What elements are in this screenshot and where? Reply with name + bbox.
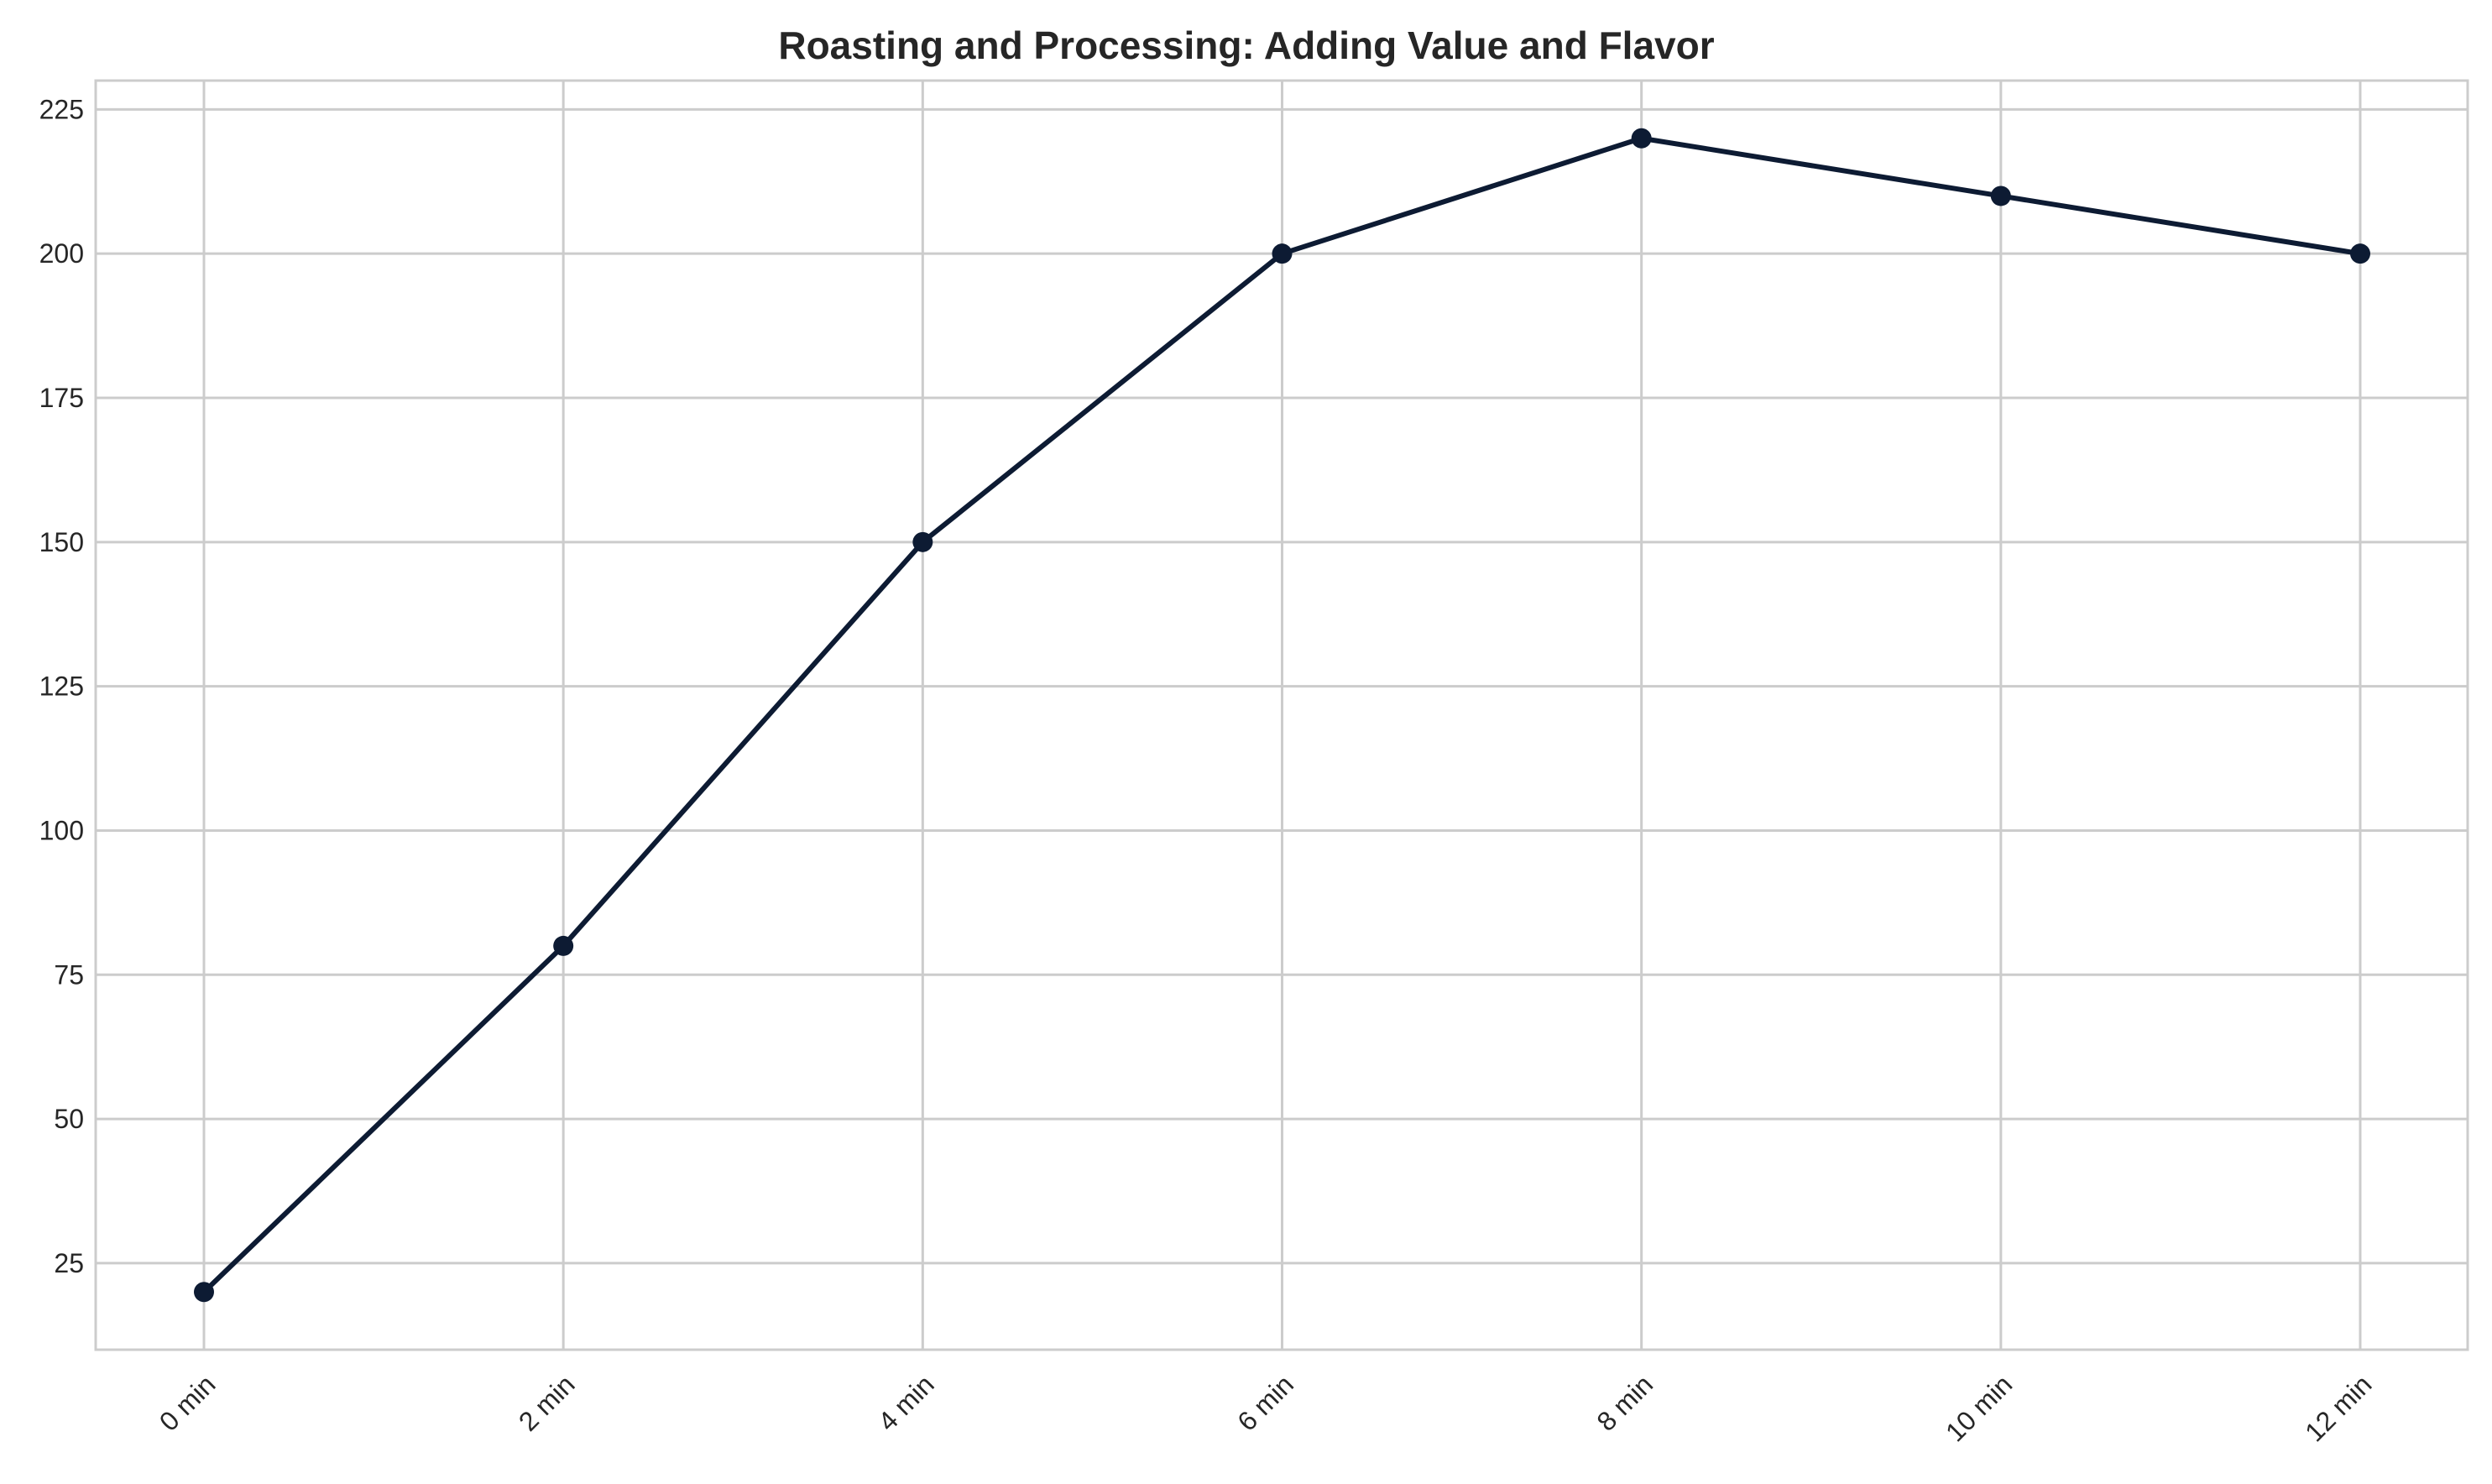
y-tick-label: 25 [54,1248,84,1278]
y-tick-label: 50 [54,1104,84,1134]
x-tick-label: 12 min [2299,1369,2377,1447]
series-layer [194,128,2370,1303]
x-tick-label: 8 min [1591,1369,1659,1437]
y-tick-label: 75 [54,959,84,990]
chart-title: Roasting and Processing: Adding Value an… [778,24,1714,67]
y-tick-label: 175 [39,383,84,413]
y-axis: 25 50 75 100 125 150 175 200 225 [39,94,84,1278]
data-point [1272,243,1293,264]
y-tick-label: 150 [39,527,84,557]
plot-frame [94,79,2469,1351]
y-tick-label: 225 [39,94,84,124]
x-tick-label: 10 min [1940,1369,2018,1447]
grid [96,81,2468,1350]
data-point [912,531,933,552]
data-point [553,935,574,956]
data-point [194,1282,214,1303]
data-point [1990,186,2011,206]
x-axis: 0 min 2 min 4 min 6 min 8 min 10 min 12 min [154,1369,2378,1447]
x-tick-label: 2 min [513,1369,581,1437]
y-tick-label: 100 [39,815,84,845]
data-point [2350,243,2370,264]
y-tick-label: 200 [39,238,84,269]
x-tick-label: 0 min [154,1369,222,1437]
y-tick-label: 125 [39,671,84,702]
data-point [1631,128,1652,149]
x-tick-label: 4 min [872,1369,940,1437]
x-tick-label: 6 min [1231,1369,1299,1437]
